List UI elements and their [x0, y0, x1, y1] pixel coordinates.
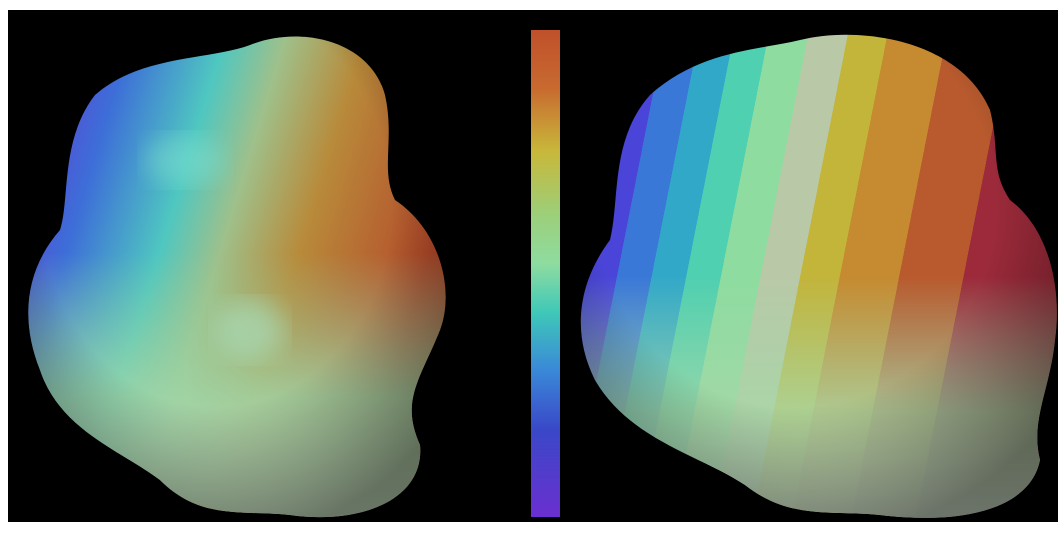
- page: (() => { const data = JSON.parse(documen…: [0, 0, 1063, 537]
- color-bar: [531, 30, 560, 517]
- color-scale: [531, 30, 560, 517]
- visualization: [0, 0, 1063, 537]
